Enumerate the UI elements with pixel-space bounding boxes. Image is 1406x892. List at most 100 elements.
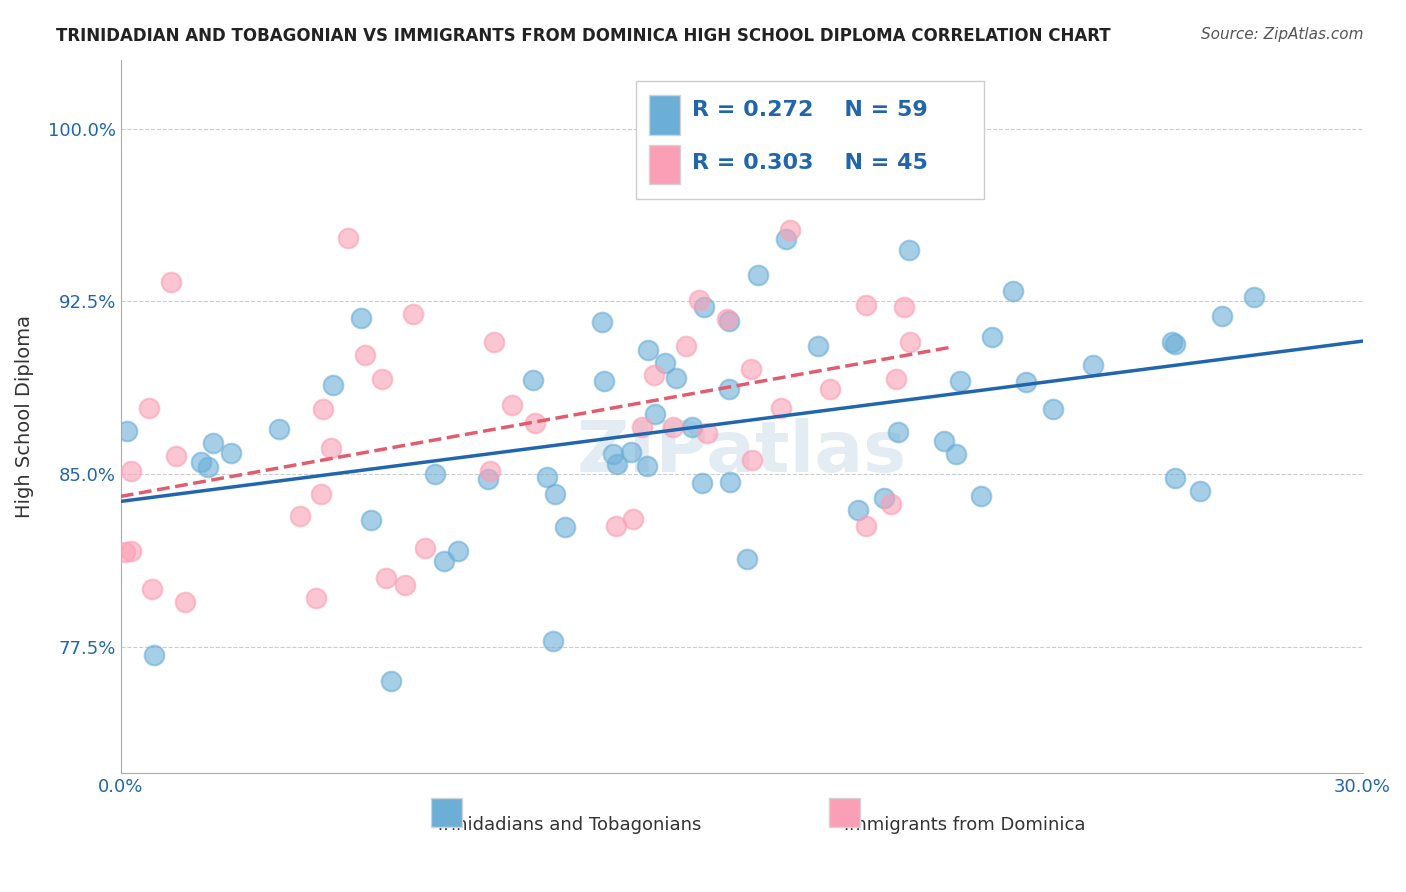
Point [692,300,714,314]
Text: R = 0.272    N = 59: R = 0.272 N = 59 [692,100,928,120]
Text: R = 0.303    N = 45: R = 0.303 N = 45 [692,153,928,173]
Point [696,426,718,441]
Point [138,401,160,416]
FancyBboxPatch shape [648,145,679,185]
Point [643,368,665,383]
Text: TRINIDADIAN AND TOBAGONIAN VS IMMIGRANTS FROM DOMINICA HIGH SCHOOL DIPLOMA CORRE: TRINIDADIAN AND TOBAGONIAN VS IMMIGRANTS… [56,27,1111,45]
FancyBboxPatch shape [828,798,859,827]
Point [477,472,499,486]
Point [818,382,841,396]
Point [1001,284,1024,298]
Point [202,435,225,450]
Point [970,490,993,504]
Point [846,503,869,517]
Point [375,571,398,585]
Point [120,464,142,478]
Point [688,293,710,307]
Point [1042,401,1064,416]
Point [554,520,576,534]
Point [190,455,212,469]
Point [806,146,828,161]
Point [637,343,659,357]
Point [602,447,624,461]
Point [886,425,908,440]
Point [779,222,801,236]
Text: Immigrants from Dominica: Immigrants from Dominica [845,816,1085,834]
Point [114,545,136,559]
Point [402,307,425,321]
Point [945,446,967,460]
Point [1160,335,1182,350]
Point [1211,309,1233,323]
Point [636,458,658,473]
Point [165,449,187,463]
Point [336,231,359,245]
Point [479,464,502,478]
Point [423,467,446,481]
Y-axis label: High School Diploma: High School Diploma [15,315,34,518]
Point [880,497,903,511]
Point [884,372,907,386]
Point [665,370,688,384]
Point [855,298,877,312]
Point [413,541,436,555]
Point [394,578,416,592]
Point [305,591,328,605]
Point [980,330,1002,344]
Point [482,335,505,350]
Point [433,554,456,568]
Point [447,544,470,558]
Point [544,486,567,500]
Point [720,475,742,490]
Point [741,452,763,467]
Point [747,268,769,283]
Point [319,441,342,455]
Point [1164,337,1187,351]
Point [1189,483,1212,498]
Point [1243,290,1265,304]
Point [654,356,676,370]
Point [354,348,377,362]
Point [934,434,956,448]
Point [522,373,544,387]
Point [1164,471,1187,485]
Point [807,339,830,353]
Point [898,334,921,349]
Point [360,513,382,527]
Point [160,276,183,290]
Point [718,314,741,328]
Point [644,407,666,421]
Point [115,424,138,438]
Point [267,422,290,436]
Point [288,508,311,523]
Point [1014,375,1036,389]
FancyBboxPatch shape [648,95,679,135]
Point [681,420,703,434]
Text: ZIPatlas: ZIPatlas [576,417,907,486]
FancyBboxPatch shape [636,81,984,199]
Point [775,232,797,246]
Point [350,310,373,325]
Point [311,487,333,501]
Point [717,382,740,396]
Point [371,372,394,386]
Point [142,648,165,662]
Text: Source: ZipAtlas.com: Source: ZipAtlas.com [1201,27,1364,42]
Text: Trinidadians and Tobagonians: Trinidadians and Tobagonians [434,816,702,834]
FancyBboxPatch shape [432,798,463,827]
Point [221,445,243,459]
Point [605,518,627,533]
Point [606,457,628,471]
Point [631,420,654,434]
Point [855,519,877,533]
Point [769,401,792,416]
Point [141,582,163,597]
Point [120,543,142,558]
Point [593,375,616,389]
Point [501,398,523,412]
Point [893,300,915,314]
Point [312,402,335,417]
Point [620,445,643,459]
Point [173,595,195,609]
Point [536,470,558,484]
